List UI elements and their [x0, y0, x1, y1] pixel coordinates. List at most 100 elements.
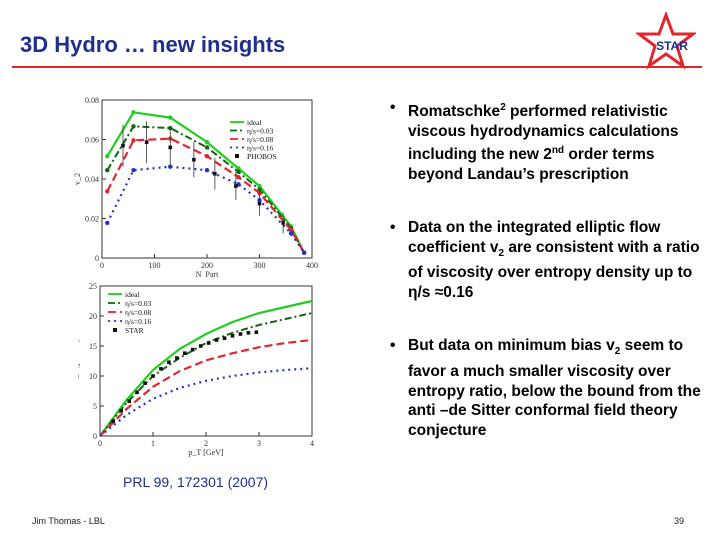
series-point — [131, 168, 136, 173]
y-tick-label: 0.04 — [85, 175, 99, 184]
series-point — [105, 153, 110, 159]
legend-swatch — [113, 328, 117, 332]
y-tick-label: 20 — [89, 312, 97, 321]
series-line — [99, 367, 313, 437]
x-tick-label: 4 — [310, 439, 314, 448]
series-point — [288, 231, 294, 236]
data-point — [151, 374, 155, 378]
series-line — [99, 299, 313, 437]
data-point — [167, 360, 171, 364]
series-point — [301, 250, 307, 255]
legend-label: ideal — [247, 118, 262, 127]
x-axis-label: p_T [GeV] — [188, 448, 224, 457]
series-point — [168, 164, 173, 169]
star-logo-outline — [636, 12, 696, 70]
legend-label: η/s=0.08 — [247, 135, 274, 144]
data-point — [257, 201, 262, 206]
reference-label: PRL 99, 172301 (2007) — [123, 474, 269, 490]
data-point — [183, 351, 187, 355]
series-point — [204, 145, 210, 150]
y-tick-label: 0 — [93, 432, 97, 441]
x-tick-label: 0 — [100, 261, 104, 270]
series-point — [257, 183, 262, 189]
y-tick-label: 10 — [89, 372, 97, 381]
data-point — [281, 221, 285, 225]
data-point — [246, 331, 251, 335]
series-point — [236, 169, 241, 175]
data-point — [214, 338, 219, 342]
legend-label: η/s=0.03 — [247, 127, 274, 136]
data-point — [119, 409, 123, 413]
series-point — [131, 110, 136, 115]
page-number: 39 — [674, 516, 685, 526]
data-point — [206, 341, 211, 345]
y-tick-label: 5 — [93, 402, 97, 411]
series-line — [106, 125, 305, 254]
series-point — [288, 227, 294, 233]
data-point — [190, 347, 195, 352]
data-point — [222, 336, 227, 340]
v2-vs-npart-chart: 0 100 200 300 400 0 0.02 0.04 0.06 0.08 N_Part v_2 i… — [73, 96, 318, 277]
series-point — [168, 125, 173, 131]
y-axis-label: v_2 (percent) — [78, 339, 80, 382]
plot-frame — [101, 99, 313, 259]
legend-label: η/s=0.08 — [125, 308, 152, 317]
series-line — [99, 312, 313, 437]
y-axis-label: v_2 — [73, 173, 82, 185]
series-point — [105, 168, 110, 173]
bullet-list: Romatschke2 performed relativistic visco… — [382, 98, 702, 474]
data-point — [143, 381, 147, 385]
data-point — [121, 143, 125, 148]
data-point — [168, 145, 173, 150]
legend-label: STAR — [125, 326, 144, 335]
x-tick-label: 3 — [257, 439, 261, 448]
data-point — [198, 344, 203, 348]
x-tick-label: 1 — [151, 439, 155, 448]
x-tick-label: 0 — [98, 439, 102, 448]
x-tick-label: 2 — [204, 439, 208, 448]
data-point — [234, 184, 238, 188]
slide-title: 3D Hydro … new insights — [20, 32, 286, 57]
series-point — [105, 189, 110, 194]
footer-author: Jim Thomas - LBL — [32, 516, 105, 526]
star-logo-text: STAR — [656, 39, 688, 53]
series-point — [257, 187, 262, 192]
series-line — [106, 111, 306, 254]
series-point — [105, 220, 110, 226]
data-point — [127, 399, 131, 403]
series-point — [236, 166, 241, 171]
legend-label: ideal — [125, 290, 140, 299]
data-point — [230, 334, 235, 338]
series-point — [131, 124, 136, 129]
data-point — [238, 332, 243, 336]
data-point — [159, 367, 163, 371]
y-tick-label: 0 — [95, 254, 99, 263]
v2-vs-pt-chart: 0 1 2 3 4 0 5 10 15 20 25 p_T [GeV] v_2 (percent) ide… — [78, 282, 314, 457]
series-line — [106, 137, 306, 254]
series-point — [204, 168, 210, 173]
data-point — [254, 330, 259, 334]
title-rule — [12, 66, 702, 68]
x-tick-label: 100 — [149, 261, 161, 270]
x-tick-label: 300 — [254, 261, 266, 270]
series-point — [204, 153, 210, 159]
series-point — [131, 138, 136, 143]
legend-label: PHOBOS — [247, 152, 277, 161]
data-point — [111, 419, 116, 423]
y-tick-label: 0.08 — [85, 96, 99, 105]
bullet-item: Data on the integrated elliptic flow coe… — [382, 218, 702, 302]
y-tick-label: 15 — [89, 342, 97, 351]
series-point — [168, 115, 173, 120]
y-tick-label: 0.06 — [85, 136, 99, 145]
y-tick-label: 25 — [89, 282, 97, 291]
data-point — [135, 390, 139, 394]
legend-swatch — [235, 154, 239, 158]
legend-label: η/s=0.03 — [125, 299, 152, 308]
bullet-item: But data on minimum bias v2 seem to favo… — [382, 336, 702, 440]
x-tick-label: 200 — [201, 261, 213, 270]
x-tick-label: 400 — [306, 261, 318, 270]
x-axis-label: N_Part — [196, 270, 219, 277]
star-logo: STAR — [636, 12, 696, 70]
data-point — [192, 157, 196, 162]
legend-label: η/s=0.16 — [125, 317, 152, 326]
